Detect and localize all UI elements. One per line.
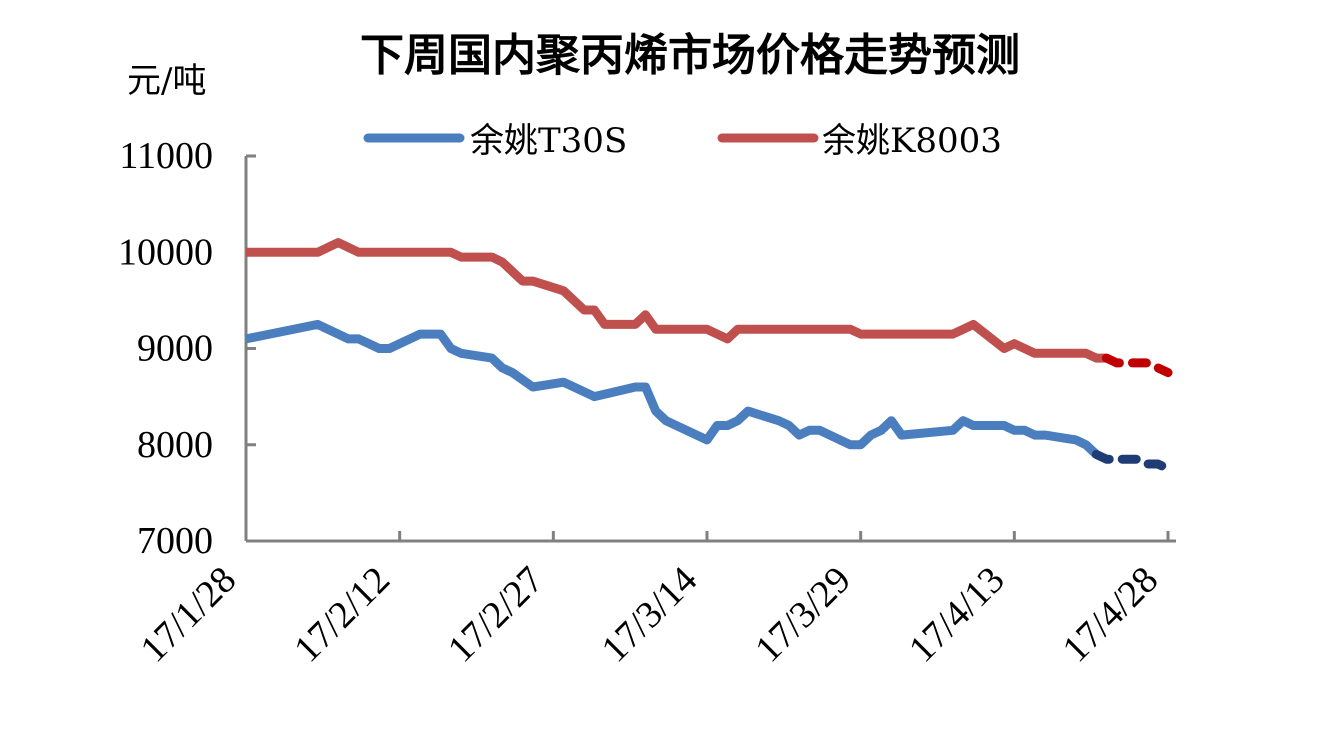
x-tick-label: 17/3/29 (747, 559, 859, 671)
series-line-k8003 (246, 238, 1107, 363)
chart-title: 下周国内聚丙烯市场价格走势预测 (360, 30, 1020, 81)
x-tick-label: 17/2/12 (286, 559, 398, 671)
legend: 余姚T30S 余姚K8003 (363, 121, 1002, 161)
x-tick-label: 17/4/13 (901, 559, 1013, 671)
series-lines (245, 238, 1173, 474)
x-tick-label: 17/1/28 (133, 559, 245, 671)
y-tick-label: 8000 (137, 424, 213, 466)
series-line-t30s (245, 319, 1100, 458)
y-tick-label: 10000 (118, 231, 213, 273)
x-tick-label: 17/4/28 (1055, 559, 1167, 671)
y-ticks: 7000 8000 9000 10000 11000 (118, 135, 256, 562)
x-tick-label: 17/2/27 (440, 559, 552, 671)
forecast-line-t30s (1091, 449, 1173, 474)
x-ticks: 17/1/28 17/2/12 17/2/27 17/3/14 17/3/29 17/4/… (133, 531, 1170, 671)
y-tick-label: 9000 (137, 328, 213, 370)
legend-label-k8003: 余姚K8003 (822, 121, 1002, 161)
legend-label-t30s: 余姚T30S (470, 121, 627, 161)
x-tick-label: 17/3/14 (594, 559, 706, 671)
y-axis-unit-label: 元/吨 (127, 61, 206, 101)
y-tick-label: 7000 (137, 520, 213, 562)
y-tick-label: 11000 (119, 135, 213, 177)
forecast-line-k8003 (1102, 353, 1173, 378)
